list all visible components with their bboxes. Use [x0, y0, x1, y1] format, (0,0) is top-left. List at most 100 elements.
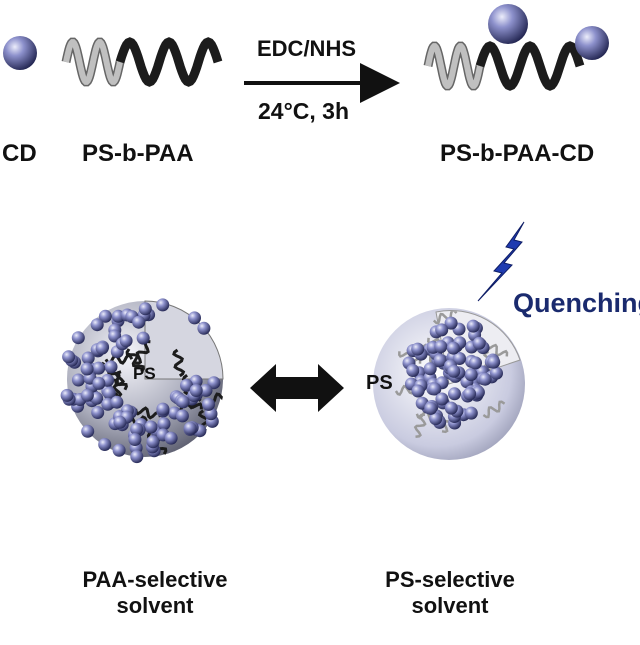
- left-caption-line1: PAA-selective: [82, 567, 228, 592]
- paa-block: [475, 41, 585, 91]
- cd-sphere: [138, 302, 152, 316]
- cd-sphere: [429, 412, 443, 426]
- paa-block: [115, 37, 223, 87]
- quenching-label: Quenching: [513, 288, 640, 318]
- cd-sphere: [487, 355, 501, 369]
- cd-sphere: [136, 331, 150, 345]
- cd-sphere: [156, 298, 170, 312]
- cd-sphere: [80, 362, 94, 376]
- reaction-row: [3, 4, 609, 103]
- product-cd-sphere-end: [575, 26, 609, 60]
- surface-cd-spheres: [60, 298, 221, 464]
- cd-sphere: [199, 383, 213, 397]
- cd-sphere: [444, 401, 458, 415]
- cd-sphere: [444, 316, 458, 330]
- cd-sphere: [71, 331, 85, 345]
- ps-chain: [482, 400, 506, 419]
- cutaway-section: [144, 300, 224, 380]
- cd-sphere: [130, 422, 144, 436]
- cd-sphere: [189, 384, 203, 397]
- cd-sphere: [406, 364, 420, 377]
- ps-chain: [432, 311, 458, 325]
- cd-label: CD: [2, 140, 37, 167]
- cd-sphere: [202, 397, 215, 411]
- ps-block: [63, 39, 123, 85]
- cd-sphere: [175, 409, 189, 423]
- cd-sphere: [424, 401, 438, 415]
- cd-core-micelle: [373, 221, 525, 460]
- ps-block: [425, 43, 483, 89]
- paa-chain: [125, 348, 145, 373]
- cd-sphere: [92, 361, 106, 375]
- paa-corona-micelle: [60, 298, 225, 464]
- cd-sphere: [446, 341, 460, 355]
- reagent-label: EDC/NHS: [257, 36, 357, 61]
- right-core-label: PS: [366, 372, 393, 394]
- cd-sphere: [119, 334, 133, 348]
- product-label: PS-b-PAA-CD: [440, 140, 595, 167]
- cd-sphere: [469, 356, 482, 370]
- cd-sphere: [156, 402, 170, 416]
- cd-sphere: [81, 424, 95, 438]
- cd-sphere: [411, 342, 425, 356]
- cd-sphere: [434, 340, 448, 354]
- cd-sphere: [428, 382, 442, 396]
- right-caption: PS-selective solvent: [355, 567, 545, 619]
- cd-sphere: [71, 373, 85, 387]
- polymer-label: PS-b-PAA: [82, 140, 194, 167]
- cd-sphere: [144, 420, 158, 434]
- cd-sphere: [92, 376, 106, 390]
- cd-sphere: [128, 433, 142, 446]
- cd-sphere: [472, 336, 486, 350]
- cd-sphere: [435, 323, 449, 337]
- cd-sphere: [104, 360, 118, 374]
- cd-sphere: [113, 415, 127, 429]
- cd-sphere: [478, 372, 492, 386]
- core-cd-spheres: [402, 316, 503, 430]
- cd-sphere: [60, 388, 74, 402]
- ps-b-paa-chain: [61, 37, 223, 87]
- cd-sphere: [188, 311, 201, 325]
- cd-sphere: [183, 421, 197, 435]
- cd-sphere: [81, 351, 95, 365]
- cd-sphere: [62, 350, 76, 364]
- cd-sphere: [197, 321, 211, 335]
- cd-sphere: [164, 431, 178, 445]
- lightning-bolt-icon: [477, 221, 525, 302]
- ps-b-paa-cd-chain: [423, 41, 585, 91]
- left-caption-line2: solvent: [116, 592, 194, 618]
- product-cd-sphere-middle: [488, 4, 528, 44]
- cd-sphere: [464, 406, 478, 420]
- cd-sphere: [490, 366, 503, 380]
- cd-sphere: [102, 386, 116, 400]
- paa-chain: [107, 367, 128, 391]
- cd-sphere: [157, 417, 171, 431]
- cd-sphere: [435, 392, 449, 406]
- cd-sphere: [466, 319, 480, 333]
- cd-sphere: [130, 450, 144, 464]
- right-caption-line2: solvent: [411, 592, 489, 618]
- cd-sphere: [447, 364, 461, 378]
- cd-sphere: [146, 435, 160, 449]
- cd-sphere: [433, 353, 447, 367]
- cd-sphere: [132, 315, 146, 329]
- condition-label: 24°C, 3h: [258, 98, 350, 124]
- cd-sphere: [448, 387, 461, 401]
- cd-sphere: [95, 341, 109, 355]
- cd-sphere: [98, 438, 112, 451]
- left-caption: PAA-selective solvent: [60, 567, 250, 619]
- cd-sphere: [91, 406, 105, 419]
- cd-sphere: [110, 395, 124, 409]
- cd-sphere: [112, 443, 126, 457]
- cd-sphere: [453, 352, 466, 365]
- cd-sphere: [176, 395, 190, 409]
- paa-chain: [172, 348, 186, 378]
- cd-sphere: [423, 362, 437, 376]
- left-core-label: PS: [133, 364, 156, 383]
- cd-sphere: [98, 309, 112, 323]
- cd-sphere: [80, 388, 94, 402]
- cd-sphere: [90, 318, 104, 332]
- right-caption-line1: PS-selective: [385, 567, 515, 592]
